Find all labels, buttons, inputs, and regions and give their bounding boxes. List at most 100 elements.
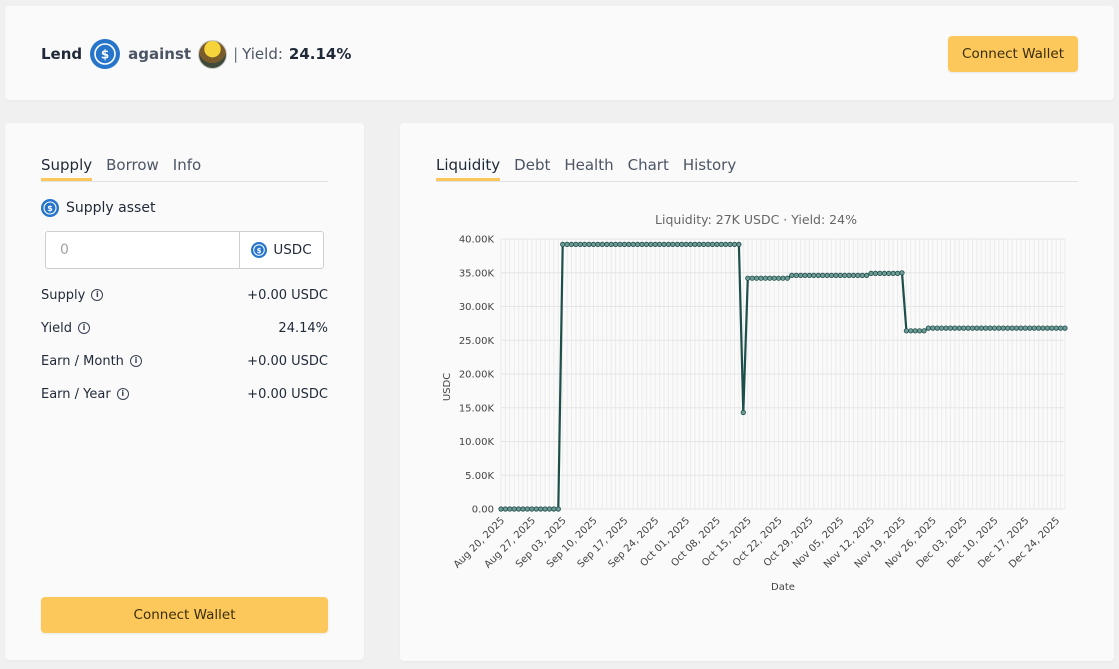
data-point: [674, 241, 680, 248]
data-point: [626, 241, 632, 248]
stat-value: 24.14%: [278, 320, 328, 336]
data-point: [983, 325, 989, 331]
data-point: [1053, 325, 1059, 331]
usdc-icon: $: [41, 199, 59, 217]
against-label: against: [128, 45, 192, 63]
x-tick-label: Aug 20, 2025: [452, 515, 507, 570]
data-point: [573, 241, 579, 248]
tab-supply[interactable]: Supply: [41, 156, 93, 181]
data-point: [529, 506, 535, 512]
data-point: [630, 241, 636, 248]
data-point: [656, 241, 663, 248]
data-point: [912, 328, 918, 334]
info-icon[interactable]: i: [77, 322, 90, 334]
y-tick-label: 35.00K: [459, 268, 495, 279]
stat-label: Earn / Year: [41, 386, 111, 402]
stat-label: Yield: [41, 320, 72, 336]
data-point: [969, 325, 976, 331]
header-connect-wallet-button[interactable]: Connect Wallet: [948, 36, 1078, 72]
data-point: [679, 241, 685, 248]
data-point: [908, 328, 914, 334]
data-point: [956, 325, 962, 331]
divider: |: [233, 45, 239, 63]
data-point: [767, 275, 773, 281]
data-point: [714, 241, 720, 248]
amount-input[interactable]: [46, 232, 239, 268]
data-point: [560, 241, 566, 248]
data-point: [903, 328, 909, 334]
details-tabs: Liquidity Debt Health Chart History: [436, 154, 1078, 182]
data-point: [643, 241, 649, 248]
data-point: [855, 272, 861, 279]
data-point: [635, 241, 641, 248]
stat-label: Supply: [41, 287, 86, 303]
tab-liquidity[interactable]: Liquidity: [436, 156, 501, 181]
data-point: [1009, 325, 1015, 331]
data-point: [1005, 325, 1011, 331]
supply-asset-heading: $ Supply asset: [41, 199, 155, 217]
svg-text:$: $: [101, 48, 109, 62]
y-axis-title: USDC: [442, 373, 453, 401]
asset-symbol: USDC: [273, 242, 312, 258]
data-point: [1057, 325, 1064, 331]
data-point: [780, 275, 786, 281]
data-point: [789, 272, 795, 279]
data-point: [925, 325, 932, 331]
lend-label: Lend: [41, 45, 83, 63]
y-tick-label: 40.00K: [459, 235, 495, 246]
y-tick-label: 10.00K: [459, 437, 495, 448]
info-icon[interactable]: i: [129, 355, 142, 367]
data-point: [687, 241, 694, 248]
data-point: [542, 506, 548, 512]
usdc-icon: $: [251, 242, 268, 258]
tab-health[interactable]: Health: [564, 156, 614, 174]
data-point: [943, 325, 949, 331]
data-point: [947, 325, 954, 331]
data-point: [802, 272, 808, 279]
data-point: [775, 275, 782, 281]
connect-wallet-button[interactable]: Connect Wallet: [41, 597, 328, 633]
stat-earn-month: Earn / Month i +0.00 USDC: [41, 351, 328, 371]
data-point: [546, 506, 553, 512]
data-point: [1013, 325, 1020, 331]
data-point: [753, 275, 760, 281]
data-point: [974, 325, 980, 331]
tab-info[interactable]: Info: [172, 156, 202, 174]
y-tick-label: 20.00K: [459, 370, 495, 381]
market-title: Lend $ against | Yield: 24.14%: [41, 39, 351, 69]
stat-earn-year: Earn / Year i +0.00 USDC: [41, 384, 328, 404]
data-point: [621, 241, 627, 248]
data-point: [736, 241, 742, 248]
data-point: [696, 241, 702, 248]
tab-history[interactable]: History: [682, 156, 737, 174]
header-bar: Lend $ against | Yield: 24.14% Connect W…: [5, 6, 1114, 100]
data-point: [727, 241, 733, 248]
liquidity-chart: Liquidity: 27K USDC · Yield: 24% 0.00 5.0…: [442, 212, 1068, 593]
stat-yield: Yield i 24.14%: [41, 318, 328, 338]
data-point: [921, 328, 927, 334]
stat-value: +0.00 USDC: [247, 353, 328, 369]
data-point: [824, 272, 830, 279]
data-point: [886, 270, 892, 277]
data-point: [568, 241, 575, 248]
info-icon[interactable]: i: [116, 388, 129, 400]
data-point: [692, 241, 698, 248]
info-icon[interactable]: i: [91, 289, 104, 301]
data-point: [723, 241, 729, 248]
data-point: [820, 272, 826, 279]
data-point: [771, 275, 777, 281]
tab-debt[interactable]: Debt: [514, 156, 551, 174]
data-point: [745, 275, 751, 281]
data-point: [815, 272, 821, 279]
data-point: [564, 241, 570, 248]
data-point: [577, 241, 583, 248]
data-point: [837, 272, 843, 279]
tab-borrow[interactable]: Borrow: [106, 156, 159, 174]
tab-chart[interactable]: Chart: [627, 156, 669, 174]
data-point: [1035, 325, 1042, 331]
data-point: [590, 241, 597, 248]
asset-selector[interactable]: $ USDC: [239, 232, 323, 268]
data-point: [762, 275, 768, 281]
data-point: [797, 272, 804, 279]
data-point: [661, 241, 667, 248]
